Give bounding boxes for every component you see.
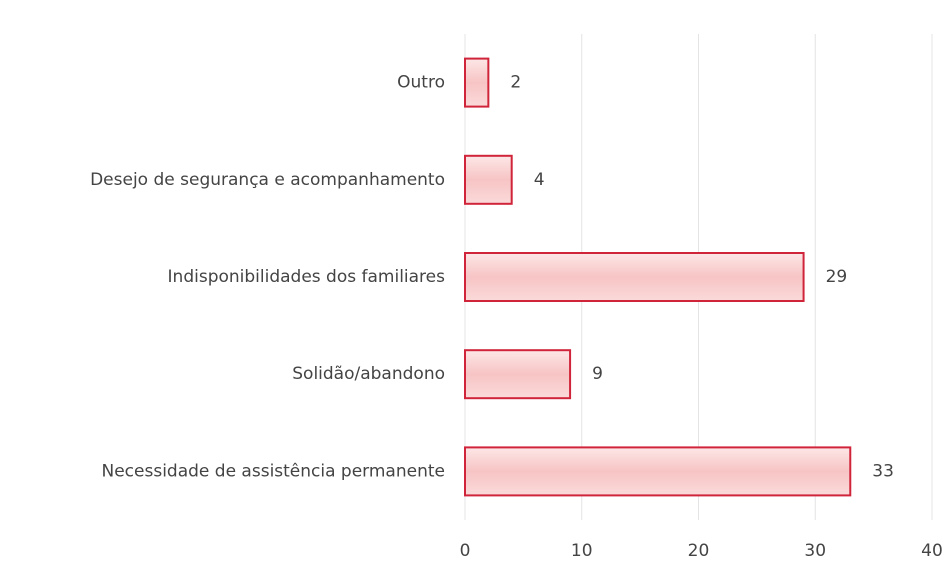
bar xyxy=(464,349,572,400)
value-label: 2 xyxy=(510,73,521,93)
bar xyxy=(464,252,805,302)
y-tick-label: Desejo de segurança e acompanhamento xyxy=(90,170,445,190)
x-tick-label: 0 xyxy=(460,541,471,561)
bar xyxy=(464,154,513,205)
x-tick-label: 20 xyxy=(688,541,710,561)
bar xyxy=(464,57,490,108)
x-tick-label: 30 xyxy=(804,541,826,561)
bar xyxy=(464,446,852,497)
y-tick-label: Necessidade de assistência permanente xyxy=(102,461,446,481)
value-label: 29 xyxy=(826,267,848,287)
x-tick-label: 10 xyxy=(571,541,593,561)
value-label: 33 xyxy=(872,461,894,481)
y-tick-label: Outro xyxy=(397,73,445,93)
value-label: 4 xyxy=(534,170,545,190)
value-label: 9 xyxy=(592,364,603,384)
x-tick-label: 40 xyxy=(921,541,943,561)
y-tick-label: Indisponibilidades dos familiares xyxy=(168,267,446,287)
y-tick-label: Solidão/abandono xyxy=(292,364,445,384)
